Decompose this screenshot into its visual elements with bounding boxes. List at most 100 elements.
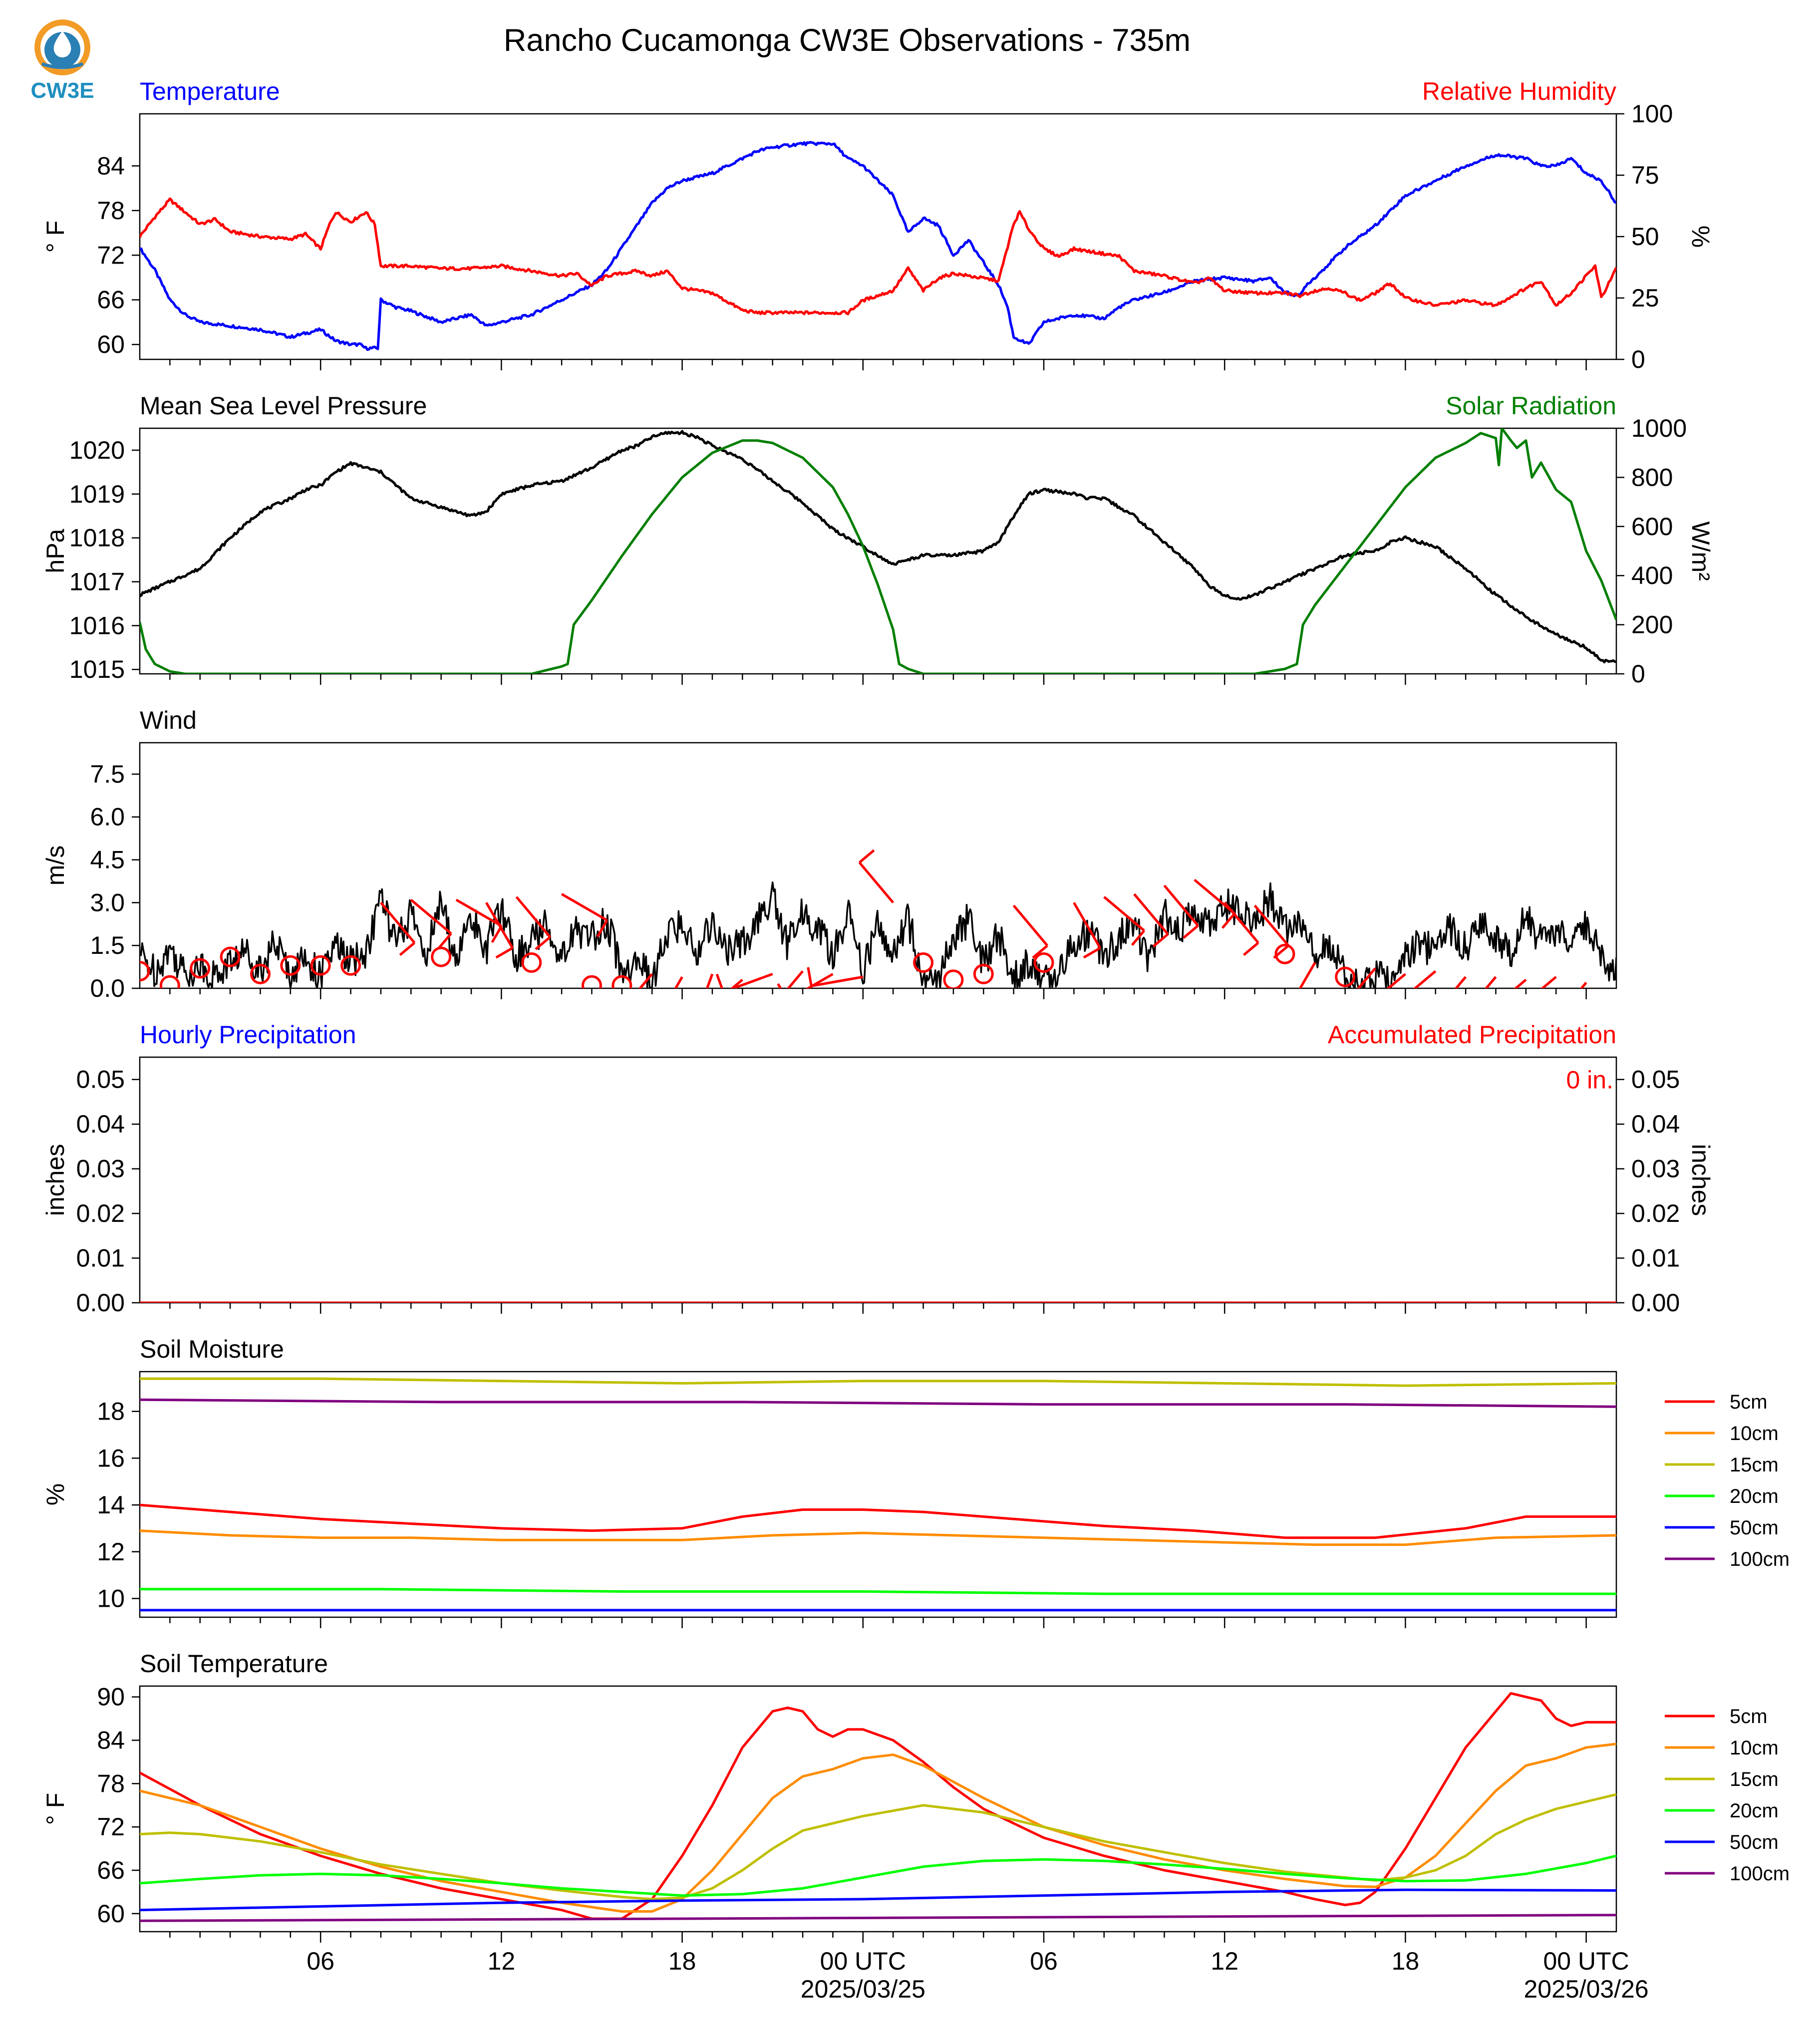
wind-barb-staff [1103, 896, 1145, 932]
calm-wind-circle [943, 969, 964, 988]
series-line-100cm [140, 1914, 1616, 1922]
accumulated-total-label: 0 in. [1566, 1066, 1613, 1094]
xtick-label: 12 [488, 1947, 516, 1975]
ylabel-left: inches [41, 1144, 69, 1216]
calm-wind-circle [1274, 943, 1295, 964]
y2tick-label: 0.04 [1631, 1110, 1680, 1138]
ytick-label: 84 [97, 1727, 125, 1754]
legend-label: 20cm [1730, 1800, 1779, 1822]
wind-barb-flag [1221, 912, 1236, 929]
series-line-20cm [140, 1588, 1616, 1595]
y2tick-label: 0.02 [1631, 1199, 1680, 1227]
calm-wind-circle [521, 952, 542, 973]
y2tick-label: 0.03 [1631, 1155, 1680, 1183]
legend-label: 5cm [1730, 1391, 1768, 1413]
legend-label: 15cm [1730, 1454, 1779, 1476]
wind-barb-staff [1298, 962, 1316, 988]
panel-title-left: Soil Temperature [140, 1650, 328, 1678]
xtick-label: 06 [306, 1947, 334, 1975]
panel-title-left: Hourly Precipitation [140, 1021, 356, 1049]
ytick-label: 1020 [69, 436, 125, 464]
ylabel-left: ° F [41, 221, 69, 253]
wind-barb-flag [859, 849, 875, 864]
ytick-label: 1018 [69, 524, 125, 552]
wind-barb-staff [858, 862, 895, 903]
series-line-10cm [140, 1742, 1616, 1913]
xtick-label: 18 [668, 1947, 696, 1975]
ytick-label: 1016 [69, 611, 125, 639]
plot-frame [139, 1685, 1617, 1933]
calm-wind-circle [431, 946, 452, 967]
wind-barb-staff [1386, 973, 1407, 988]
ytick-label: 1015 [69, 655, 125, 683]
ylabel-right: W/m² [1687, 521, 1715, 580]
calm-wind-circle [1335, 966, 1356, 987]
wind-barb-staff [515, 896, 551, 938]
panel-soil_moisture: Soil Moisture 10 12 14 16 18% 5cm 10cm 15cm 20cm 5… [41, 1335, 1790, 1628]
y2tick-label: 400 [1631, 562, 1673, 589]
wind-barb-staff [380, 901, 416, 944]
ytick-label: 16 [97, 1444, 125, 1472]
panel-title-left: Wind [140, 706, 197, 734]
calm-wind-circle [190, 958, 211, 979]
ylabel-left: m/s [41, 846, 69, 886]
ytick-label: 1.5 [90, 931, 125, 959]
xtick-label: 18 [1392, 1947, 1420, 1975]
wind-barb-staff [730, 978, 743, 988]
xtick-date-label: 2025/03/25 [801, 1975, 925, 2003]
legend-label: 10cm [1730, 1737, 1779, 1759]
series-line-50cm [140, 1888, 1616, 1912]
wind-barb-flag [1183, 924, 1199, 939]
ytick-label: 90 [97, 1683, 125, 1711]
calm-wind-circle [310, 955, 331, 976]
wind-barb-flag [1083, 947, 1101, 959]
ytick-label: 0.04 [76, 1110, 125, 1138]
y2tick-label: 1000 [1631, 414, 1687, 442]
calm-wind-circle [913, 952, 934, 973]
wind-barb-staff [729, 973, 773, 988]
series-line-5cm [140, 1692, 1616, 1920]
figure-title: Rancho Cucamonga CW3E Observations - 735… [504, 23, 1191, 58]
ytick-label: 78 [97, 197, 125, 225]
xtick-date-label: 2025/03/26 [1524, 1975, 1649, 2003]
wind-barb-staff [1454, 976, 1467, 988]
plot-frame [139, 742, 1617, 989]
ytick-label: 6.0 [90, 803, 125, 831]
plot-frame [139, 427, 1617, 675]
wind-barb-staff [705, 973, 714, 988]
series-line-solar-radiation [140, 428, 1616, 674]
wind-barb-flag [596, 919, 608, 937]
wind-barb-flag [1032, 944, 1048, 959]
ytick-label: 66 [97, 1856, 125, 1884]
ytick-label: 14 [97, 1491, 125, 1519]
y2tick-label: 50 [1631, 223, 1659, 251]
ytick-label: 10 [97, 1585, 125, 1613]
calm-wind-circle [280, 955, 301, 976]
legend-label: 100cm [1730, 1548, 1790, 1570]
wind-barb-staff [1485, 976, 1497, 988]
panel-soil_temp: Soil Temperature 60 66 72 78 84 90 ° F 5cm 10cm 15… [41, 1650, 1790, 2003]
ytick-label: 72 [97, 1813, 125, 1841]
wind-barb-staff [1012, 904, 1049, 947]
panel-title-left: Temperature [140, 77, 280, 105]
ylabel-left: hPa [41, 529, 69, 573]
wind-barb-flag [1273, 944, 1289, 959]
panel-title-left: Mean Sea Level Pressure [140, 392, 427, 420]
ytick-label: 1017 [69, 568, 125, 596]
ytick-label: 84 [97, 152, 125, 180]
wind-barb-staff [455, 898, 503, 927]
wind-barb-staff [638, 973, 653, 988]
wind-barb-flag [1152, 933, 1169, 947]
ytick-label: 72 [97, 241, 125, 269]
ytick-label: 12 [97, 1538, 125, 1566]
wind-barb-staff [1163, 884, 1199, 927]
wind-barb-staff [410, 898, 452, 935]
legend-label: 50cm [1730, 1831, 1779, 1853]
panel-title-right: Relative Humidity [1422, 77, 1616, 105]
wind-barb-flag [495, 947, 513, 959]
y2tick-label: 200 [1631, 611, 1673, 639]
ytick-label: 3.0 [90, 888, 125, 916]
wind-barb-staff [1413, 970, 1437, 988]
xtick-label: 00 UTC [1543, 1947, 1629, 1975]
